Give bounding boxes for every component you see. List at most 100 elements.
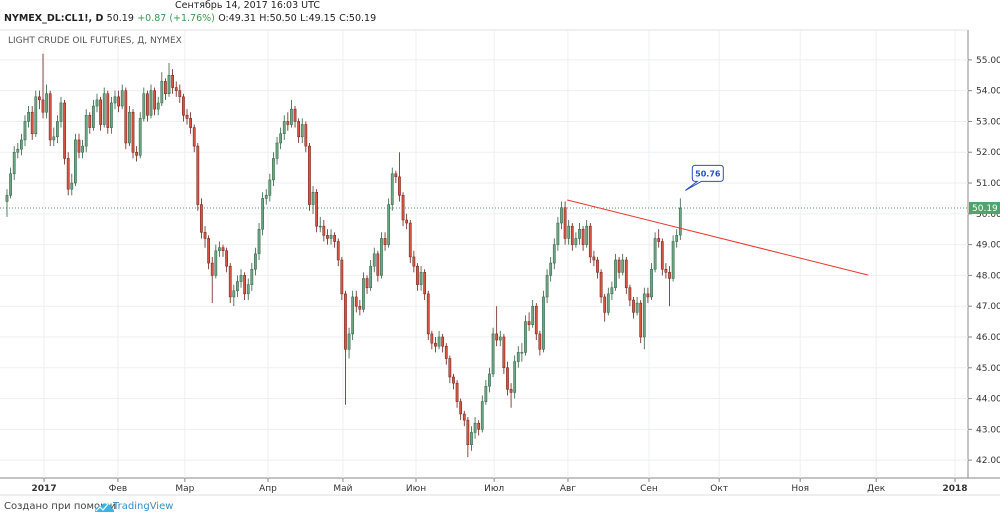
candle-body: [27, 111, 30, 122]
candle-body: [570, 225, 574, 245]
candle-body: [477, 422, 481, 430]
candle-body: [110, 102, 113, 128]
candle-body: [41, 99, 45, 113]
candle-body: [59, 102, 63, 122]
candle-body: [228, 265, 232, 298]
grid: [0, 30, 968, 478]
candle-body: [585, 225, 589, 245]
trendline: [567, 199, 869, 276]
candle-body: [653, 238, 657, 270]
y-tick-label: 52.00: [976, 148, 1000, 158]
candle-body: [70, 182, 74, 190]
candle-body: [293, 108, 297, 122]
candle-body: [254, 253, 257, 270]
candle-body: [45, 93, 48, 113]
candle-body: [452, 376, 455, 384]
x-tick-label: Сен: [640, 484, 658, 494]
candle-body: [344, 293, 347, 350]
candle-body: [95, 99, 99, 107]
candle-body: [9, 173, 12, 196]
x-tick-label: Июл: [484, 484, 504, 494]
candle-body: [578, 228, 581, 239]
candle-body: [502, 336, 506, 369]
candle-body: [628, 287, 632, 301]
candle-body: [412, 256, 416, 267]
candle-body: [135, 151, 138, 156]
candle-body: [491, 333, 495, 375]
candle-body: [419, 272, 423, 285]
candle-body: [664, 268, 668, 273]
candle-body: [462, 413, 466, 421]
last: 50.19: [106, 13, 134, 24]
candle-body: [117, 96, 120, 107]
candle-body: [610, 287, 614, 295]
candle-body: [488, 373, 491, 387]
candle-body: [34, 96, 38, 135]
candle-body: [174, 87, 178, 91]
x-tick-label: 2018: [943, 484, 968, 494]
candle-body: [365, 278, 369, 288]
candle-body: [498, 336, 502, 341]
candle-body: [534, 305, 538, 335]
x-tick-label: Авг: [560, 484, 576, 494]
candle-body: [315, 192, 319, 227]
candle-body: [171, 75, 174, 88]
x-tick-label: Фев: [109, 484, 128, 494]
candle-body: [189, 118, 192, 128]
candle-body: [16, 148, 20, 153]
candle-body: [660, 241, 664, 270]
candle-body: [106, 93, 110, 128]
footer-brand: TradingView: [112, 501, 173, 512]
y-tick-label: 55.00: [976, 56, 1000, 66]
candle-body: [650, 268, 653, 298]
candle-body: [142, 93, 146, 119]
candle-body: [506, 367, 509, 390]
candle-body: [81, 145, 84, 153]
candle-body: [336, 241, 340, 261]
last-price-label: 50.19: [972, 204, 998, 214]
candle-body: [531, 305, 535, 325]
candle-body: [88, 115, 92, 128]
candle-body: [250, 268, 254, 285]
candle-body: [549, 262, 553, 276]
candle-body: [380, 238, 383, 276]
candle-body: [527, 321, 531, 325]
candle-body: [581, 228, 585, 245]
candle-body: [99, 99, 102, 125]
candle-body: [542, 296, 545, 350]
x-tick-label: Ноя: [791, 484, 809, 494]
y-tick-label: 54.00: [976, 87, 1000, 97]
x-tick-label: Июн: [406, 484, 426, 494]
footer-text: Создано при помощи: [4, 501, 116, 512]
candle-body: [362, 278, 365, 310]
candle-body: [423, 272, 427, 295]
candle-body: [48, 93, 52, 141]
candle-body: [470, 432, 473, 445]
candle-body: [196, 145, 200, 205]
candle-body: [210, 262, 214, 276]
candle-body: [156, 102, 160, 110]
tradingview-logo: [95, 503, 114, 512]
candle-body: [434, 342, 437, 347]
candle-body: [63, 102, 66, 159]
x-tick-label: Апр: [259, 484, 277, 494]
candle-body: [430, 333, 434, 344]
candle-body: [657, 238, 661, 242]
candle-body: [621, 259, 625, 273]
candle-body: [311, 192, 315, 205]
candle-body: [545, 275, 549, 298]
candle-body: [214, 250, 218, 276]
y-tick-label: 43.00: [976, 425, 1000, 435]
candle-body: [552, 244, 556, 264]
candle-body: [455, 382, 459, 402]
candle-body: [347, 333, 351, 350]
candle-body: [574, 238, 578, 245]
candle-body: [668, 272, 671, 279]
candle-body: [513, 361, 517, 393]
candle-body: [675, 235, 679, 242]
candle-body: [426, 293, 430, 335]
candle-body: [383, 238, 387, 245]
ohlc: L:49.15: [300, 13, 336, 24]
x-tick-label: 2017: [32, 484, 57, 494]
candle-body: [23, 121, 27, 141]
